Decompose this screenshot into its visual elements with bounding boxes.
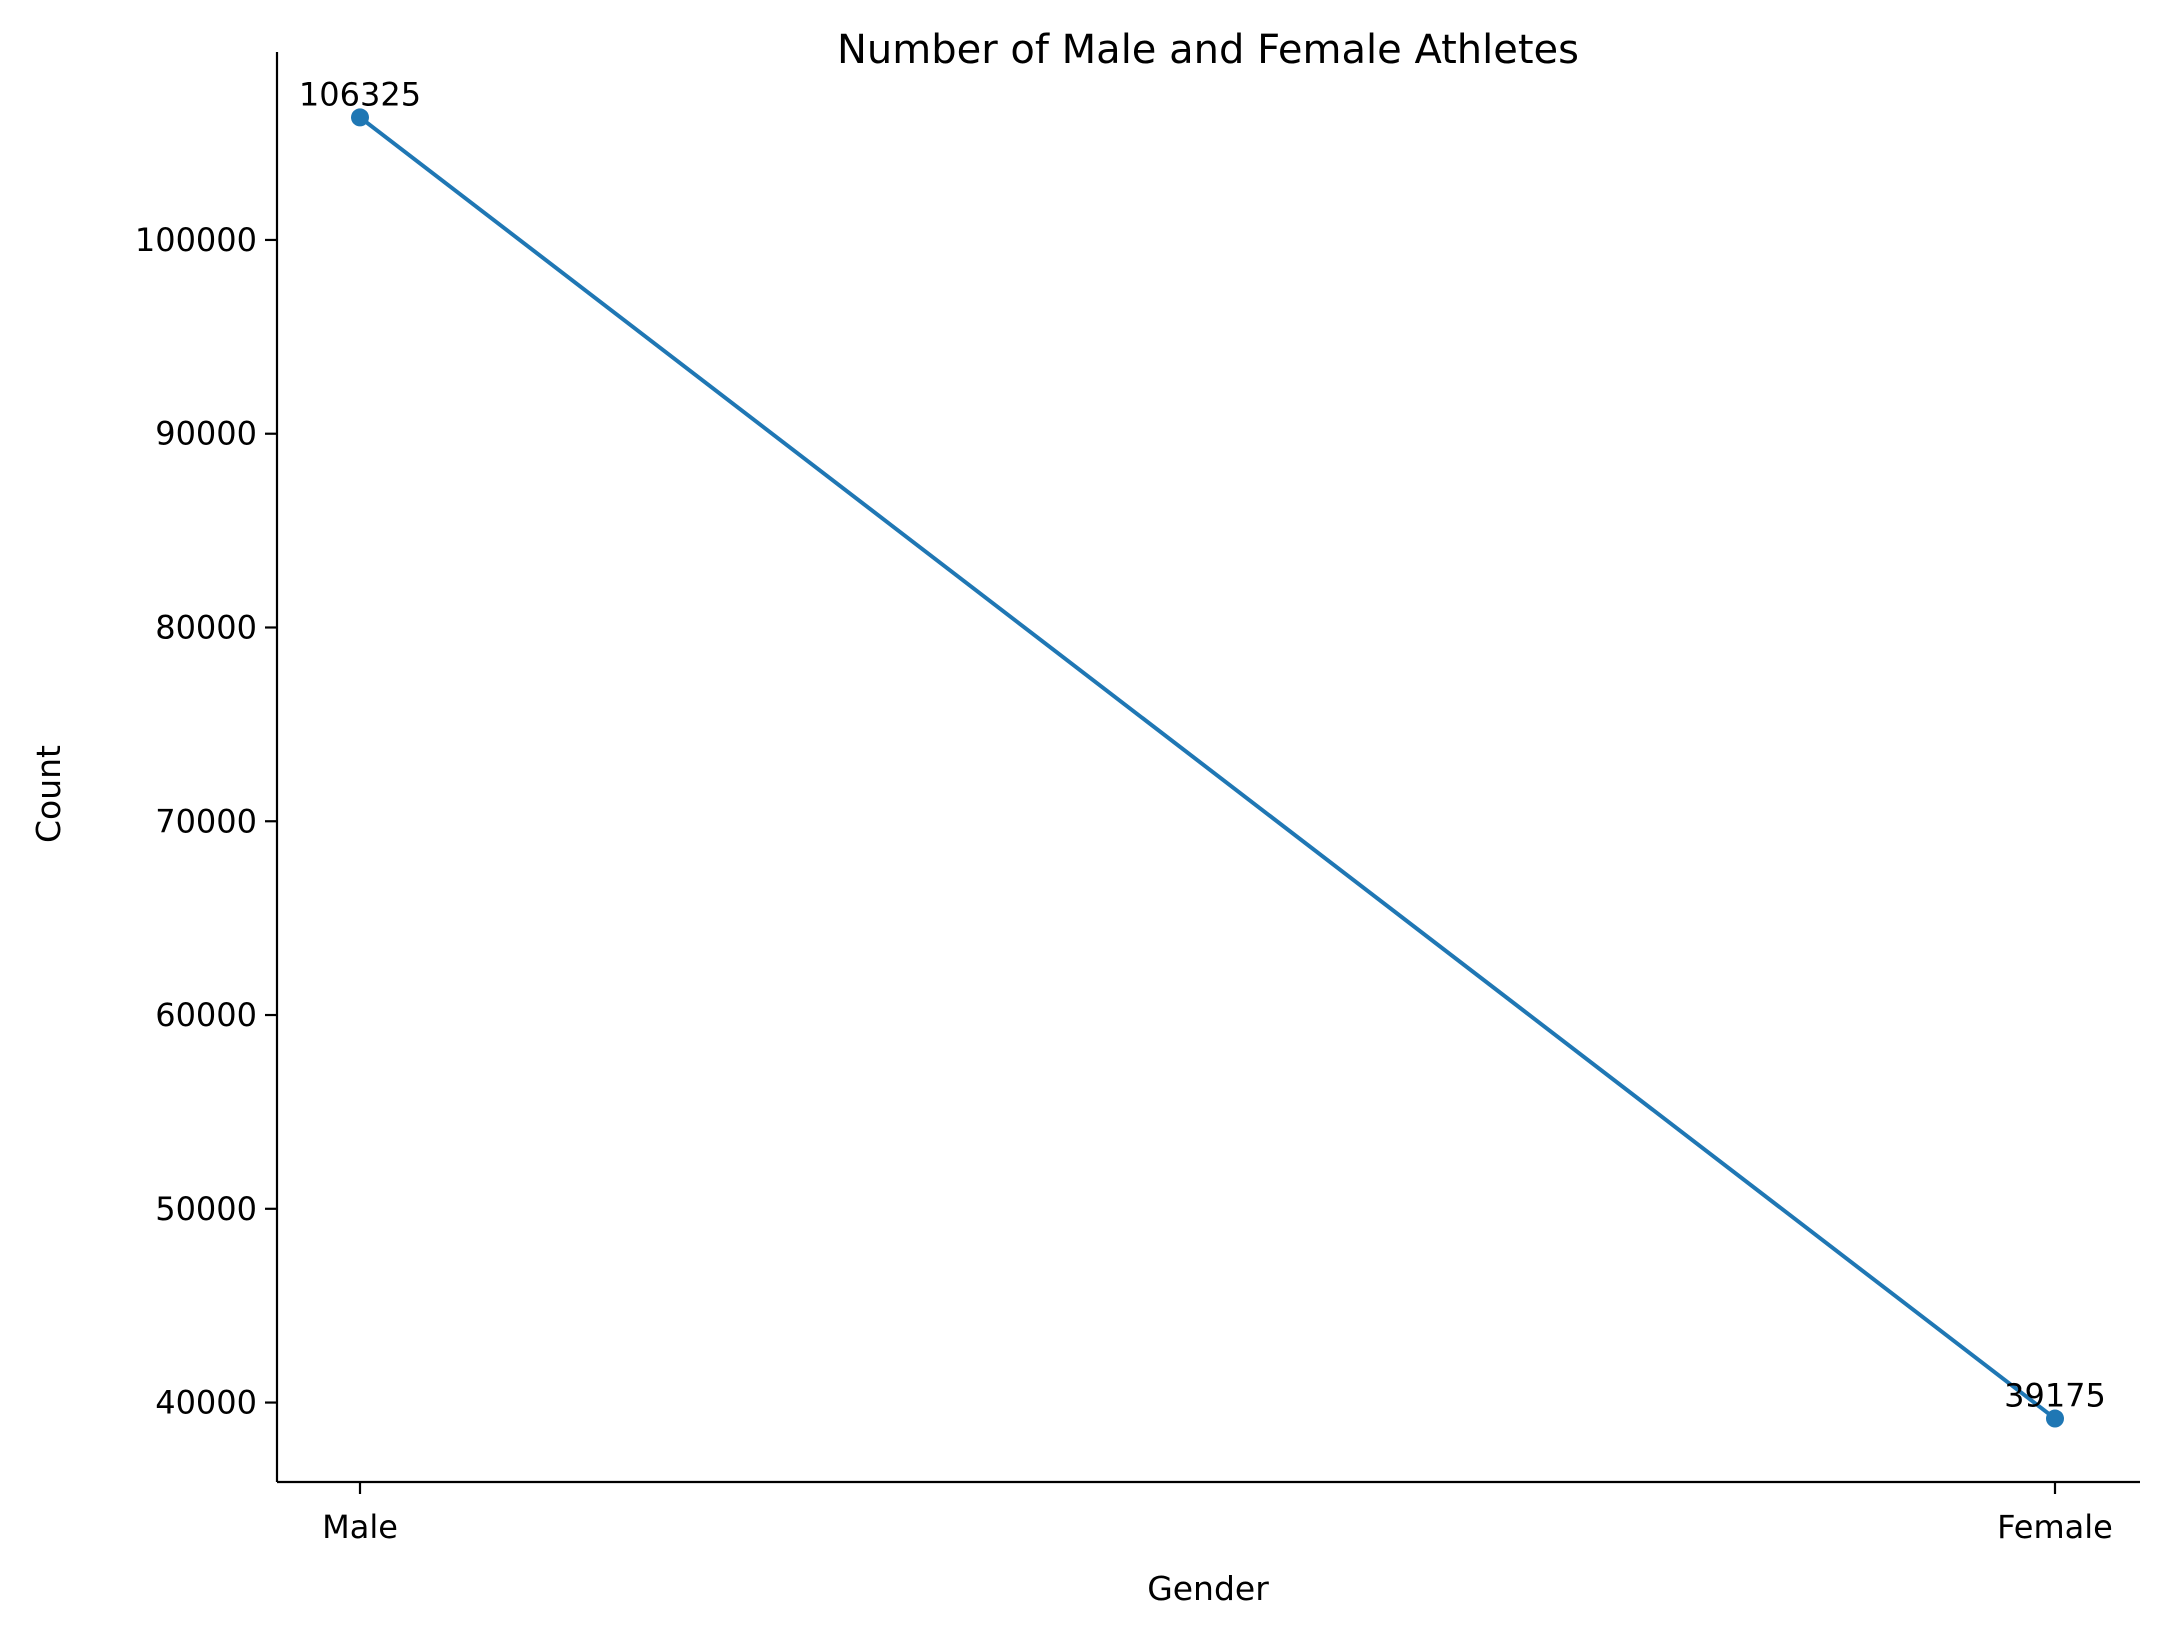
- plot-area: 40000 50000 60000 70000 80000 90000 100000 Male…: [135, 52, 2140, 1546]
- y-tick-label: 40000: [155, 1384, 257, 1422]
- y-axis-title: Count: [29, 745, 68, 843]
- data-label: 106325: [299, 75, 421, 113]
- series-line: [358, 115, 2057, 1421]
- data-point: [351, 108, 369, 127]
- data-label: 39175: [2004, 1377, 2106, 1415]
- x-tick-label: Male: [322, 1508, 398, 1546]
- y-tick-label: 80000: [155, 608, 257, 646]
- data-point: [2046, 1409, 2064, 1428]
- y-tick-label: 60000: [155, 996, 257, 1034]
- x-tick-label: Female: [1997, 1508, 2113, 1546]
- y-tick-label: 100000: [135, 221, 257, 259]
- y-tick-label: 70000: [155, 802, 257, 840]
- x-axis-title: Gender: [1147, 1569, 1269, 1608]
- y-tick-label: 50000: [155, 1190, 257, 1228]
- chart-title: Number of Male and Female Athletes: [837, 27, 1579, 73]
- y-tick-label: 90000: [155, 415, 257, 453]
